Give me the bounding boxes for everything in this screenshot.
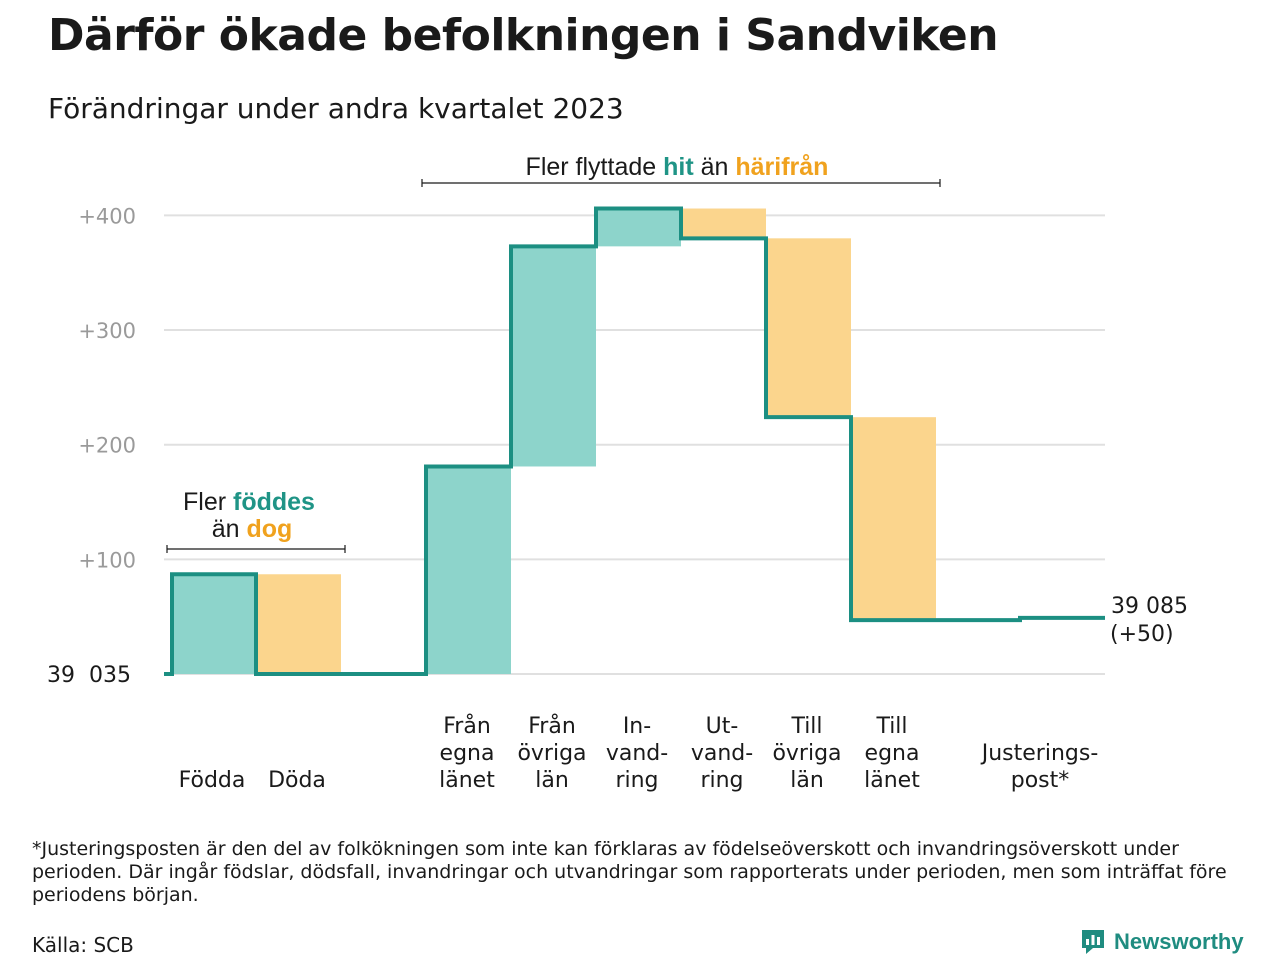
x-axis-label: post* xyxy=(1011,768,1070,793)
y-tick-label: +100 xyxy=(78,548,136,572)
bars xyxy=(172,208,936,674)
waterfall-chart: +100+200+300+400 Födda DödaFrånegnalänetF… xyxy=(47,153,1188,793)
births-annotation-line1: Fler föddes xyxy=(183,488,315,516)
y-tick-label: +200 xyxy=(78,434,136,458)
moves-annotation-bracket xyxy=(421,179,941,187)
chart-subtitle: Förändringar under andra kvartalet 2023 xyxy=(48,92,624,125)
chart-title: Därför ökade befolkningen i Sandviken xyxy=(48,10,999,61)
increase-bar xyxy=(597,208,681,247)
y-tick-label: +300 xyxy=(78,319,136,343)
source-label: Källa: SCB xyxy=(32,933,134,957)
decrease-bar xyxy=(852,417,936,621)
x-axis-label: Till xyxy=(875,714,907,739)
brand-name: Newsworthy xyxy=(1114,929,1244,954)
x-axis-label: övriga xyxy=(772,741,841,766)
x-axis-label: övriga xyxy=(517,741,586,766)
x-axis-label: Ut- xyxy=(706,714,739,739)
y-tick-label: +400 xyxy=(78,204,136,228)
births-annotation-line2: än dog xyxy=(212,515,293,543)
newsworthy-logo-icon xyxy=(1082,930,1104,954)
x-axis-label: Födda xyxy=(179,768,246,793)
births-annotation-bracket xyxy=(166,545,346,553)
deaths-annotation-text: än xyxy=(212,515,247,543)
x-axis-label: egna xyxy=(440,741,495,766)
cumulative-step-line xyxy=(164,206,1105,676)
brand[interactable]: Newsworthy xyxy=(1080,928,1244,956)
y-axis-ticks: +100 +200 +300 +400 xyxy=(78,204,136,572)
end-value-label: 39 085 xyxy=(1111,594,1188,619)
moves-annotation-text-mid: än xyxy=(694,153,736,181)
decrease-bar xyxy=(682,208,766,239)
moves-annotation-text: Fler flyttade xyxy=(526,153,664,181)
x-axis-label: Från xyxy=(443,713,491,739)
deaths-annotation-highlight: dog xyxy=(246,515,292,543)
moves-annotation-highlight-out: härifrån xyxy=(735,153,828,181)
x-axis-labels: Födda DödaFrånegnalänetFrånövrigalänIn-va… xyxy=(179,713,1099,793)
x-axis-label: egna xyxy=(865,741,920,766)
x-axis-label: In- xyxy=(623,714,651,739)
x-axis-label: vand- xyxy=(606,741,668,766)
x-axis-label: län xyxy=(790,768,824,793)
decrease-bar xyxy=(257,574,341,674)
end-change-label: (+50) xyxy=(1110,622,1174,647)
increase-bar xyxy=(172,574,256,674)
x-axis-label: länet xyxy=(864,768,920,793)
x-axis-label: ring xyxy=(700,768,743,793)
births-annotation-text: Fler xyxy=(183,488,233,516)
start-value-label: 39 035 xyxy=(47,663,131,688)
increase-bar xyxy=(427,466,511,674)
births-annotation-highlight: föddes xyxy=(233,488,315,516)
x-axis-label: Till xyxy=(790,714,822,739)
x-axis-label: vand- xyxy=(691,741,753,766)
footnote: *Justeringsposten är den del av folkökni… xyxy=(32,838,1227,906)
x-axis-label: län xyxy=(535,768,569,793)
x-axis-label: ring xyxy=(615,768,658,793)
moves-annotation: Fler flyttade hit än härifrån xyxy=(526,153,829,181)
x-axis-label: Från xyxy=(528,713,576,739)
increase-bar xyxy=(512,246,596,467)
x-axis-label: länet xyxy=(439,768,495,793)
decrease-bar xyxy=(767,238,851,418)
x-axis-label: Döda xyxy=(268,768,326,793)
moves-annotation-highlight-in: hit xyxy=(663,153,694,181)
x-axis-label: Justerings- xyxy=(980,741,1099,766)
